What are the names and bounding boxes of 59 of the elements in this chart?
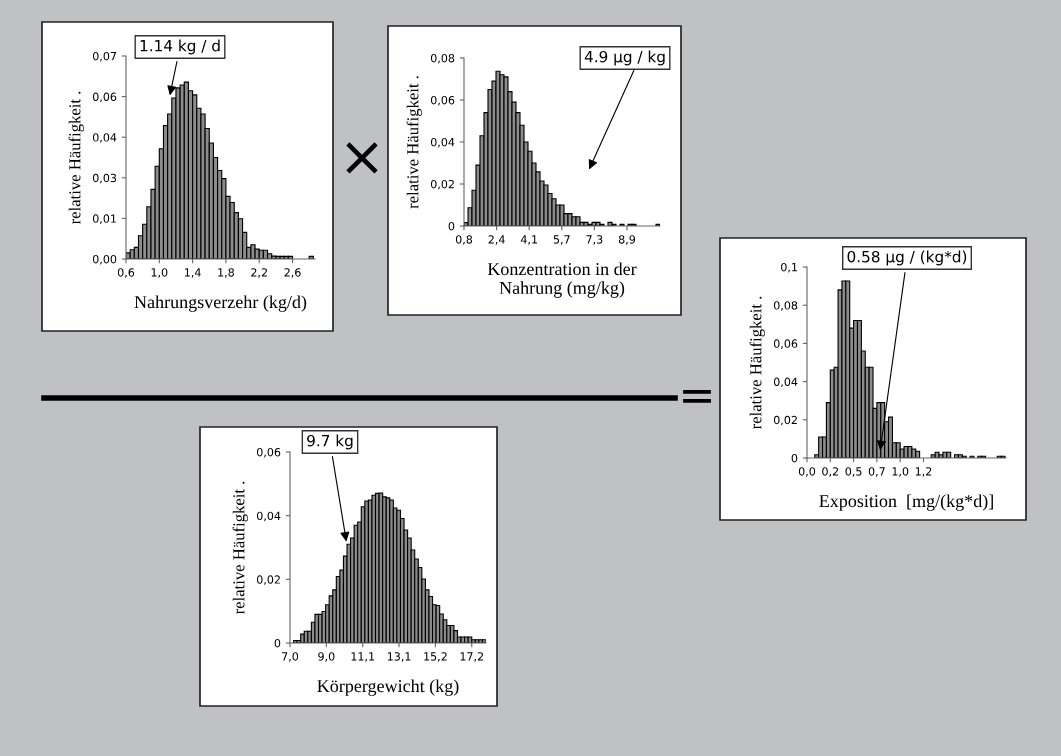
x-tick-label: 17,2 <box>460 652 483 662</box>
x-tick-label: 1,0 <box>892 467 909 477</box>
x-tick-label: 1,2 <box>915 467 932 477</box>
y-tick-label: 0,02 <box>773 415 797 426</box>
x-tick-label: 1,0 <box>151 268 168 278</box>
y-tick-label: 0,07 <box>92 51 117 62</box>
x-tick-label: 0,6 <box>117 268 135 278</box>
x-tick-label: 0,5 <box>845 467 862 477</box>
y-tick-label: 0,04 <box>256 511 281 522</box>
y-tick-label: 0 <box>791 453 798 463</box>
y-tick-label: 0,06 <box>773 339 798 349</box>
x-tick-label: 7,3 <box>586 235 603 245</box>
text: = <box>683 390 711 403</box>
y-tick-label: 0,04 <box>92 133 117 143</box>
y-tick-label: 0,02 <box>430 179 454 190</box>
annotation: 0.58 µg / (kg*d) <box>847 250 967 266</box>
x-tick-label: 0,2 <box>822 467 839 477</box>
y-axis-title: relative Häufigkeit . <box>406 76 422 209</box>
x-axis-title: Körpergewicht (kg) <box>317 679 459 696</box>
x-tick-label: 13,1 <box>387 652 411 662</box>
y-tick-label: 0,04 <box>773 377 798 388</box>
x-tick-label: 15,2 <box>424 652 447 662</box>
x-tick-label: 1,8 <box>218 268 234 278</box>
x-tick-label: 2,6 <box>284 268 301 278</box>
y-tick-label: 0,06 <box>92 92 117 103</box>
y-tick-label: 0,04 <box>430 137 455 148</box>
y-tick-label: 0,00 <box>92 254 117 265</box>
y-axis-title: relative Häufigkeit . <box>232 481 248 615</box>
x-tick-label: 0,7 <box>868 467 885 477</box>
y-axis-title: relative Häufigkeit . <box>749 296 765 430</box>
x-tick-label: 11,1 <box>351 652 375 662</box>
x-tick-label: 0,0 <box>798 467 816 477</box>
y-tick-label: 0,01 <box>92 214 116 224</box>
y-tick-label: 0,08 <box>773 301 798 311</box>
x-tick-label: 0,8 <box>455 235 473 245</box>
x-axis-title: Konzentration in der Nahrung (mg/kg) <box>487 262 637 298</box>
x-tick-label: 7,0 <box>282 652 299 662</box>
x-tick-label: 2,2 <box>251 268 267 278</box>
annotation: 1.14 kg / d <box>140 39 220 55</box>
y-axis-title: relative Häufigkeit . <box>68 91 84 225</box>
x-tick-label: 2,4 <box>488 235 505 245</box>
y-tick-label: 0,02 <box>256 575 280 585</box>
y-tick-label: 0,08 <box>430 53 455 64</box>
y-tick-label: 0,03 <box>92 173 117 184</box>
x-axis-title: Nahrungsverzehr (kg/d) <box>134 295 307 312</box>
y-tick-label: 0,1 <box>781 262 797 273</box>
y-tick-label: 0,06 <box>430 95 455 106</box>
x-tick-label: 8,9 <box>618 235 636 245</box>
y-tick-label: 0 <box>274 638 281 648</box>
y-tick-label: 0 <box>448 221 455 231</box>
x-tick-label: 5,7 <box>553 235 570 245</box>
annotation: 9.7 kg <box>307 434 353 450</box>
x-tick-label: 1,4 <box>184 268 201 278</box>
annotation: 4.9 µg / kg <box>584 50 665 66</box>
x-tick-label: 9,0 <box>318 652 335 662</box>
y-tick-label: 0,06 <box>256 447 281 458</box>
x-axis-title: Exposition [mg/(kg*d)] <box>819 494 993 511</box>
x-tick-label: 4,1 <box>520 235 538 245</box>
text: × <box>346 142 378 174</box>
